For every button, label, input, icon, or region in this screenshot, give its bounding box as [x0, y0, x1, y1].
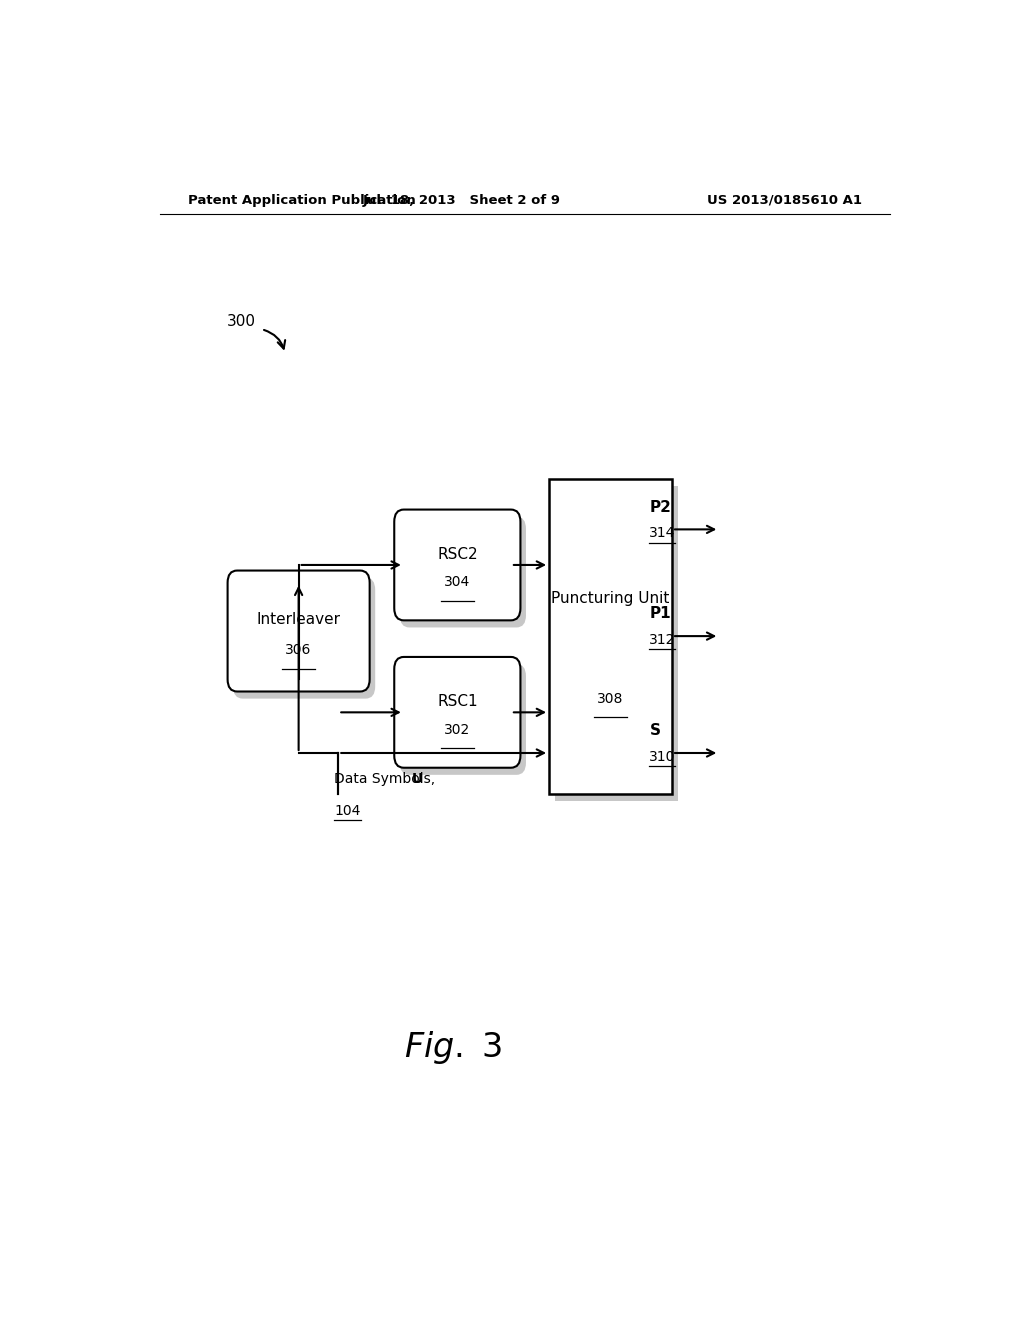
FancyBboxPatch shape: [233, 578, 375, 698]
Text: Interleaver: Interleaver: [257, 612, 341, 627]
Text: P2: P2: [649, 499, 672, 515]
Text: US 2013/0185610 A1: US 2013/0185610 A1: [708, 194, 862, 206]
Text: 314: 314: [649, 527, 676, 540]
FancyBboxPatch shape: [399, 664, 526, 775]
Text: 302: 302: [444, 722, 470, 737]
Text: 310: 310: [649, 750, 676, 764]
Text: 306: 306: [286, 643, 312, 657]
Text: Patent Application Publication: Patent Application Publication: [187, 194, 416, 206]
Text: 300: 300: [227, 314, 256, 329]
FancyArrowPatch shape: [264, 330, 285, 348]
FancyBboxPatch shape: [227, 570, 370, 692]
Text: P1: P1: [649, 606, 671, 622]
Text: U: U: [412, 771, 423, 785]
Text: $\mathit{Fig.}$ $\mathit{3}$: $\mathit{Fig.}$ $\mathit{3}$: [404, 1030, 503, 1067]
FancyBboxPatch shape: [555, 486, 678, 801]
Text: Data Symbols,: Data Symbols,: [334, 771, 440, 785]
Text: 308: 308: [597, 692, 624, 706]
Text: 304: 304: [444, 576, 470, 589]
Text: Puncturing Unit: Puncturing Unit: [551, 591, 670, 606]
FancyBboxPatch shape: [394, 657, 520, 768]
FancyBboxPatch shape: [394, 510, 520, 620]
Text: 312: 312: [649, 634, 676, 647]
Text: RSC2: RSC2: [437, 546, 477, 562]
Text: RSC1: RSC1: [437, 694, 477, 709]
FancyBboxPatch shape: [549, 479, 672, 793]
FancyBboxPatch shape: [399, 516, 526, 627]
Text: 104: 104: [334, 804, 360, 818]
Text: S: S: [649, 723, 660, 738]
Text: Jul. 18, 2013   Sheet 2 of 9: Jul. 18, 2013 Sheet 2 of 9: [362, 194, 560, 206]
